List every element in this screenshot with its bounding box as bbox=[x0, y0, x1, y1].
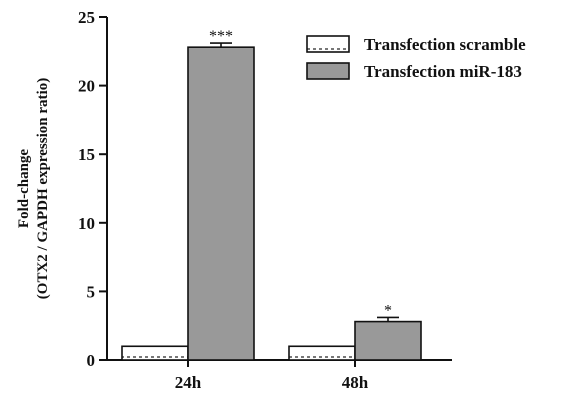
legend-label: Transfection scramble bbox=[364, 35, 526, 54]
legend-label: Transfection miR-183 bbox=[364, 62, 522, 81]
y-tick-label: 20 bbox=[78, 77, 95, 96]
y-tick-label: 15 bbox=[78, 145, 95, 164]
y-tick-label: 25 bbox=[78, 8, 95, 27]
significance-label: * bbox=[384, 302, 392, 319]
bar bbox=[121, 345, 189, 361]
y-axis-title-line: Fold-change bbox=[16, 149, 32, 229]
y-axis-title: Fold-change (OTX2 / GAPDH expression rati… bbox=[16, 78, 51, 299]
bar bbox=[187, 46, 255, 361]
y-axis-title-group: Fold-change (OTX2 / GAPDH expression rati… bbox=[16, 78, 51, 299]
y-axis-title-line: (OTX2 / GAPDH expression ratio) bbox=[35, 78, 51, 299]
legend: Transfection scramble Transfection miR-18… bbox=[306, 35, 526, 81]
bar bbox=[354, 320, 422, 361]
axes: 0 5 10 15 20 25 24h 48h bbox=[78, 8, 452, 392]
legend-swatch bbox=[306, 62, 350, 80]
y-tick-label: 0 bbox=[87, 351, 96, 370]
legend-swatch bbox=[306, 35, 350, 53]
x-tick-label: 48h bbox=[342, 373, 369, 392]
significance-label: *** bbox=[209, 28, 233, 45]
y-tick-label: 10 bbox=[78, 214, 95, 233]
bar bbox=[288, 345, 356, 361]
bars: **** bbox=[121, 28, 422, 361]
x-tick-label: 24h bbox=[175, 373, 202, 392]
y-tick-label: 5 bbox=[87, 282, 96, 301]
